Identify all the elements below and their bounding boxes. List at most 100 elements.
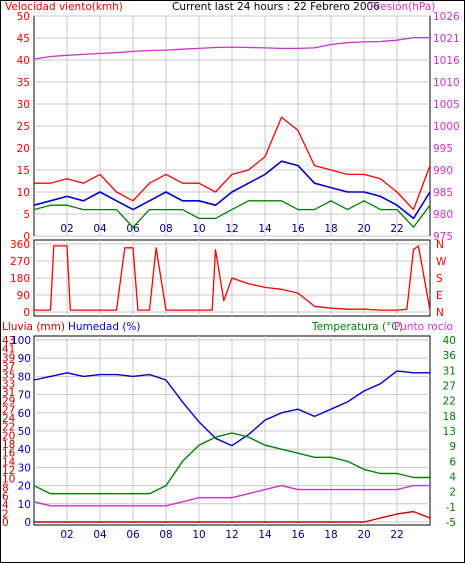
- rain-tick-label: 39: [2, 352, 15, 364]
- pressure-tick-label: 1010: [433, 77, 460, 89]
- wind-direction-degree-axis: 0 90 180 270 360: [10, 239, 30, 319]
- hour-tick-label: 04: [93, 223, 107, 235]
- wind-speed-tick-label: 40: [17, 55, 30, 67]
- wind-speed-tick-label: 10: [17, 187, 30, 199]
- rain-tick-label: 2: [2, 508, 9, 520]
- series-line-temperature: [33, 432, 430, 495]
- humidity-tick-label: 20: [18, 481, 31, 493]
- hour-tick-label: 12: [225, 529, 238, 541]
- hour-tick-label: 18: [324, 529, 337, 541]
- humidity-tick-label: 70: [18, 390, 31, 402]
- temperature-tick-label: 22: [443, 396, 456, 408]
- rain-tick-label: 4: [2, 500, 9, 512]
- temperature-tick-label: 2: [449, 487, 456, 499]
- temperature-tick-label: -1: [446, 502, 456, 514]
- rain-tick-label: 12: [2, 465, 15, 477]
- wind-speed-tick-label: 20: [17, 143, 30, 155]
- hour-tick-label: 08: [159, 529, 172, 541]
- rain-tick-label: 31: [2, 387, 15, 399]
- hour-tick-label: 14: [258, 223, 272, 235]
- temperature-tick-label: 13: [443, 426, 456, 438]
- compass-tick-label: S: [436, 273, 443, 285]
- wind-speed-tick-label: 15: [17, 165, 30, 177]
- humidity-axis-label: Humedad (%): [68, 321, 141, 333]
- pressure-label: Presión(hPa): [370, 1, 435, 13]
- wind-speed-tick-label: 25: [17, 121, 30, 133]
- wind-pressure-series: [33, 36, 431, 228]
- rain-tick-label: 35: [2, 370, 15, 382]
- hour-tick-label: 10: [192, 223, 205, 235]
- rain-tick-label: 16: [2, 448, 16, 460]
- rain-tick-label: 22: [2, 422, 15, 434]
- chart-title: Current last 24 hours : 22 Febrero 2006: [172, 1, 380, 13]
- humidity-tick-label: 90: [18, 353, 31, 365]
- series-line-wind-direction: [34, 245, 431, 311]
- temperature-tick-label: -5: [446, 517, 456, 529]
- humidity-axis: 0 10 20 30 40 50 60 70 80 90 100: [11, 335, 31, 529]
- series-line-gust: [34, 116, 431, 211]
- rain-tick-label: 43: [2, 335, 15, 347]
- wind-direction-tick-label: 270: [10, 256, 30, 268]
- wind-direction-series: [34, 245, 431, 311]
- temperature-tick-label: 9: [449, 441, 456, 453]
- rain-tick-label: 20: [2, 430, 15, 442]
- hour-tick-label: 14: [258, 529, 272, 541]
- wind-speed-tick-label: 5: [23, 209, 30, 221]
- hour-tick-label: 06: [126, 529, 140, 541]
- rain-tick-label: 41: [2, 344, 15, 356]
- wind-speed-tick-label: 50: [17, 11, 30, 23]
- pressure-tick-label: 980: [433, 209, 453, 221]
- temperature-tick-label: 40: [443, 335, 456, 347]
- wind-direction-tick-label: 360: [10, 239, 30, 251]
- rain-tick-label: 37: [2, 361, 15, 373]
- humidity-tick-label: 100: [11, 335, 31, 347]
- wind-speed-axis: 0 5 10 15 20 25 30 35 40 45 50: [17, 11, 30, 243]
- hour-tick-label: 18: [324, 223, 337, 235]
- humidity-tick-label: 10: [18, 499, 31, 511]
- hour-tick-label: 12: [225, 223, 238, 235]
- rain-tick-label: 0: [2, 517, 9, 529]
- temperature-tick-label: 6: [449, 456, 456, 468]
- rain-axis-label: Lluvia (mm): [2, 321, 65, 333]
- wind-direction-tick-label: 0: [23, 307, 30, 319]
- hour-tick-label: 08: [159, 223, 172, 235]
- series-line-pressure: [33, 36, 430, 60]
- temperature-tick-label: 36: [443, 350, 457, 362]
- wind-direction-tick-label: 180: [10, 273, 30, 285]
- pressure-tick-label: 1016: [433, 55, 460, 67]
- temperature-tick-label: 31: [443, 365, 456, 377]
- hour-tick-label: 10: [192, 529, 205, 541]
- pressure-tick-label: 990: [433, 165, 453, 177]
- series-line-dew_point: [33, 484, 430, 507]
- wind-direction-tick-label: 90: [17, 290, 30, 302]
- rain-tick-label: 8: [2, 482, 9, 494]
- hour-tick-label: 22: [390, 223, 403, 235]
- pressure-axis: 975 980 985 990 995 1000 1005 1010 1016 1021 1026: [433, 11, 460, 243]
- rain-tick-label: 24: [2, 413, 16, 425]
- hour-axis-bottom: 02 04 06 08 10 12 14 16 18 20 22: [60, 529, 403, 541]
- humidity-tick-label: 30: [18, 462, 31, 474]
- humidity-tick-label: 40: [18, 444, 31, 456]
- compass-tick-label: N: [436, 239, 444, 251]
- hour-tick-label: 20: [357, 529, 370, 541]
- compass-tick-label: W: [436, 256, 447, 268]
- pressure-tick-label: 1021: [433, 33, 460, 45]
- pressure-tick-label: 1000: [433, 121, 460, 133]
- series-line-low: [33, 200, 431, 228]
- pressure-tick-label: 975: [433, 231, 453, 243]
- hour-tick-label: 20: [357, 223, 370, 235]
- temperature-tick-label: 18: [443, 411, 456, 423]
- rain-tick-label: 27: [2, 404, 15, 416]
- temperature-axis: -5 -1 2 4 6 9 13 18 22 27 31 36 40: [443, 335, 457, 529]
- humidity-temperature-series: [33, 370, 431, 523]
- wind-speed-label: Velocidad viento(kmh): [5, 1, 123, 13]
- temperature-axis-label: Temperatura (°C): [311, 321, 403, 333]
- rain-tick-label: 33: [2, 378, 15, 390]
- dew-point-axis-label: Punto rocío: [394, 321, 453, 333]
- hour-tick-label: 02: [60, 223, 73, 235]
- series-line-rain: [34, 510, 431, 523]
- hour-tick-label: 22: [390, 529, 403, 541]
